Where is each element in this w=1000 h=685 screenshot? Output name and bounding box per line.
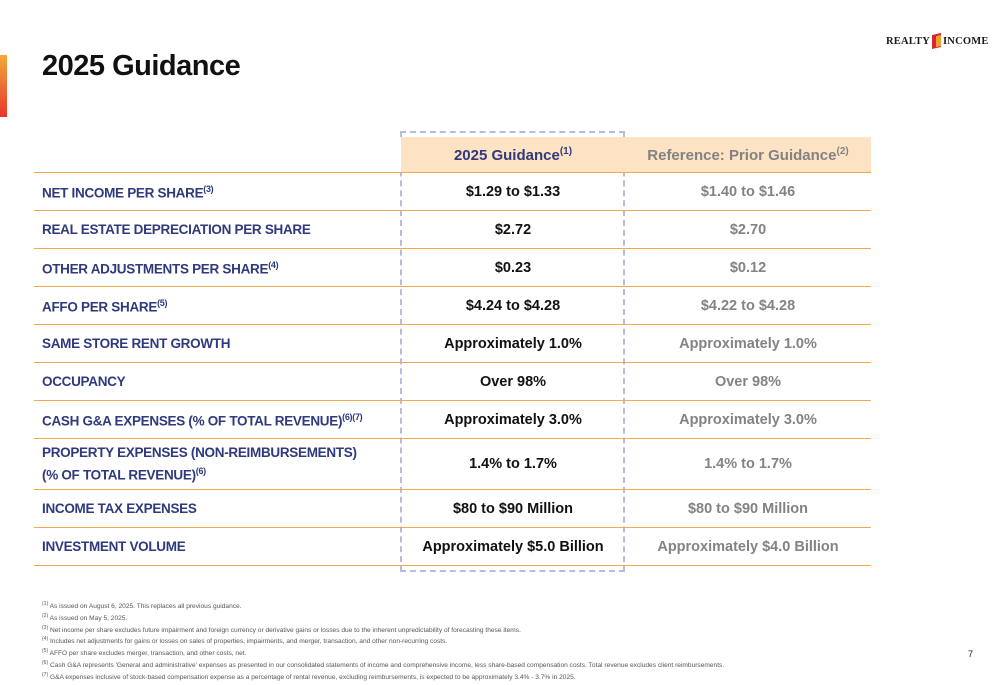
footnote-marker: (3): [42, 624, 49, 631]
header-blank-cell: [34, 137, 401, 173]
logo-text-left: REALTY: [886, 35, 930, 47]
header-prior-note: (2): [836, 145, 849, 157]
row-label-note: (3): [203, 184, 214, 195]
row-prior-value: $2.70: [625, 210, 871, 249]
row-prior-value: $80 to $90 Million: [625, 489, 871, 528]
row-label: OCCUPANCY: [34, 362, 401, 401]
footnote-text: As issued on August 6, 2025. This replac…: [49, 603, 242, 611]
table-row: INCOME TAX EXPENSES $80 to $90 Million $…: [34, 489, 871, 528]
logo-mark-icon: [932, 33, 941, 49]
row-label: REAL ESTATE DEPRECIATION PER SHARE: [34, 210, 401, 249]
row-guidance-value: $0.23: [401, 248, 625, 287]
row-label-text: REAL ESTATE DEPRECIATION PER SHARE: [42, 221, 311, 237]
table-header-row: 2025 Guidance(1) Reference: Prior Guidan…: [34, 137, 871, 173]
row-label-text: PROPERTY EXPENSES (NON-REIMBURSEMENTS): [42, 444, 357, 460]
footnote: (2) As issued on May 5, 2025.: [42, 612, 942, 624]
row-label: INVESTMENT VOLUME: [34, 527, 401, 566]
row-label-text: CASH G&A EXPENSES (% OF TOTAL REVENUE): [42, 413, 343, 429]
logo-text-right: INCOME: [943, 35, 989, 47]
guidance-table: 2025 Guidance(1) Reference: Prior Guidan…: [34, 137, 871, 566]
row-label-text: OTHER ADJUSTMENTS PER SHARE: [42, 261, 269, 277]
table-row: SAME STORE RENT GROWTH Approximately 1.0…: [34, 324, 871, 363]
row-label-note: (4): [268, 260, 279, 271]
row-guidance-value: $2.72: [401, 210, 625, 249]
row-label-text: OCCUPANCY: [42, 373, 126, 389]
row-guidance-value: Approximately 3.0%: [401, 400, 625, 439]
row-guidance-value: $4.24 to $4.28: [401, 286, 625, 325]
row-label: PROPERTY EXPENSES (NON-REIMBURSEMENTS) (%…: [34, 438, 401, 490]
row-prior-value: Approximately 1.0%: [625, 324, 871, 363]
row-label-text-line2: (% OF TOTAL REVENUE): [42, 467, 196, 483]
row-prior-value: Approximately $4.0 Billion: [625, 527, 871, 566]
row-prior-value: $0.12: [625, 248, 871, 287]
table-row: CASH G&A EXPENSES (% OF TOTAL REVENUE)(6…: [34, 400, 871, 439]
table-row: INVESTMENT VOLUME Approximately $5.0 Bil…: [34, 527, 871, 566]
row-prior-value: $4.22 to $4.28: [625, 286, 871, 325]
row-guidance-value: $80 to $90 Million: [401, 489, 625, 528]
page-title: 2025 Guidance: [42, 50, 241, 82]
table-row: PROPERTY EXPENSES (NON-REIMBURSEMENTS) (%…: [34, 438, 871, 490]
footnote: (7) G&A expenses inclusive of stock-base…: [42, 671, 942, 683]
footnote-marker: (2): [42, 612, 49, 619]
footnote-text: Net income per share excludes future imp…: [49, 626, 521, 634]
row-guidance-value: $1.29 to $1.33: [401, 172, 625, 211]
table-row: OCCUPANCY Over 98% Over 98%: [34, 362, 871, 401]
realty-income-logo: REALTY INCOME: [886, 33, 989, 49]
footnote-text: AFFO per share excludes merger, transact…: [49, 650, 247, 658]
row-guidance-value: Over 98%: [401, 362, 625, 401]
row-prior-value: 1.4% to 1.7%: [625, 438, 871, 490]
row-guidance-value: Approximately $5.0 Billion: [401, 527, 625, 566]
footnote: (3) Net income per share excludes future…: [42, 624, 942, 636]
header-prior-text: Reference: Prior Guidance: [647, 146, 837, 164]
row-guidance-value: 1.4% to 1.7%: [401, 438, 625, 490]
header-prior-guidance: Reference: Prior Guidance(2): [625, 137, 871, 173]
footnote-text: As issued on May 5, 2025.: [49, 614, 128, 622]
row-prior-value: Approximately 3.0%: [625, 400, 871, 439]
row-label-text: INVESTMENT VOLUME: [42, 538, 186, 554]
table-row: NET INCOME PER SHARE(3) $1.29 to $1.33 $…: [34, 172, 871, 211]
footnote-text: Includes net adjustments for gains or lo…: [49, 638, 448, 646]
header-2025-guidance: 2025 Guidance(1): [401, 137, 625, 173]
page-number: 7: [968, 649, 974, 659]
row-label-text: SAME STORE RENT GROWTH: [42, 335, 231, 351]
table-row: AFFO PER SHARE(5) $4.24 to $4.28 $4.22 t…: [34, 286, 871, 325]
row-guidance-value: Approximately 1.0%: [401, 324, 625, 363]
row-label-note: (6)(7): [342, 412, 363, 423]
row-label: AFFO PER SHARE(5): [34, 286, 401, 325]
table-row: OTHER ADJUSTMENTS PER SHARE(4) $0.23 $0.…: [34, 248, 871, 287]
row-label-text: NET INCOME PER SHARE: [42, 185, 204, 201]
footnote-text: G&A expenses inclusive of stock-based co…: [49, 673, 576, 681]
row-label: CASH G&A EXPENSES (% OF TOTAL REVENUE)(6…: [34, 400, 401, 439]
row-label: NET INCOME PER SHARE(3): [34, 172, 401, 211]
title-accent-bar: [0, 55, 7, 117]
footnote-marker: (7): [42, 671, 49, 678]
footnote: (5) AFFO per share excludes merger, tran…: [42, 647, 942, 659]
footnote-marker: (6): [42, 659, 49, 666]
footnote: (1) As issued on August 6, 2025. This re…: [42, 600, 942, 612]
row-label-text: INCOME TAX EXPENSES: [42, 500, 197, 516]
row-label: SAME STORE RENT GROWTH: [34, 324, 401, 363]
table-row: REAL ESTATE DEPRECIATION PER SHARE $2.72…: [34, 210, 871, 249]
footnote-text: Cash G&A represents 'General and adminis…: [49, 662, 725, 670]
footnote: (6) Cash G&A represents 'General and adm…: [42, 659, 942, 671]
row-prior-value: Over 98%: [625, 362, 871, 401]
row-label-note: (6): [195, 465, 206, 476]
footnote: (4) Includes net adjustments for gains o…: [42, 635, 942, 647]
footnote-marker: (1): [42, 601, 49, 607]
row-label: OTHER ADJUSTMENTS PER SHARE(4): [34, 248, 401, 287]
header-guidance-note: (1): [559, 145, 573, 157]
row-label-note: (5): [157, 298, 168, 309]
row-label-text: AFFO PER SHARE: [42, 299, 158, 315]
footnote-marker: (4): [42, 636, 49, 643]
header-guidance-text: 2025 Guidance: [453, 146, 560, 164]
footnotes: (1) As issued on August 6, 2025. This re…: [42, 600, 942, 682]
row-prior-value: $1.40 to $1.46: [625, 172, 871, 211]
footnote-marker: (5): [42, 648, 49, 655]
row-label: INCOME TAX EXPENSES: [34, 489, 401, 528]
